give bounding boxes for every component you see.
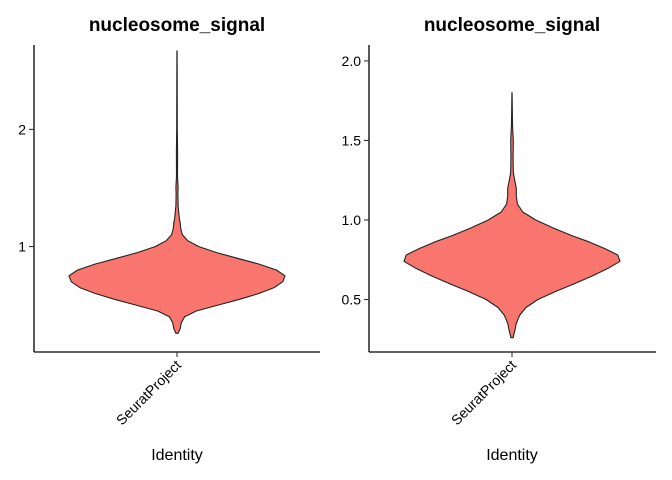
x-tick-label: SeuratProject [448, 357, 519, 428]
violin-panel-left: nucleosome_signal 1 2 SeuratProject Identi… [18, 15, 320, 464]
chart-title: nucleosome_signal [89, 15, 265, 36]
violin-panel-right: nucleosome_signal 0.5 1.0 1.5 2.0 SeuratProj… [342, 15, 656, 464]
y-tick-label: 0.5 [342, 292, 362, 308]
y-tick-label: 1.5 [342, 132, 362, 148]
y-tick-label: 2 [18, 121, 26, 137]
y-tick-label: 2.0 [342, 53, 362, 69]
y-tick-label: 1 [18, 239, 26, 255]
chart-title: nucleosome_signal [424, 15, 600, 36]
x-tick-label: SeuratProject [113, 357, 184, 428]
violin-shape-SeuratProject [68, 50, 286, 334]
y-tick-label: 1.0 [342, 212, 362, 228]
x-axis-title: Identity [151, 447, 203, 464]
violin-shape-SeuratProject [403, 92, 621, 339]
x-axis-title: Identity [486, 447, 538, 464]
